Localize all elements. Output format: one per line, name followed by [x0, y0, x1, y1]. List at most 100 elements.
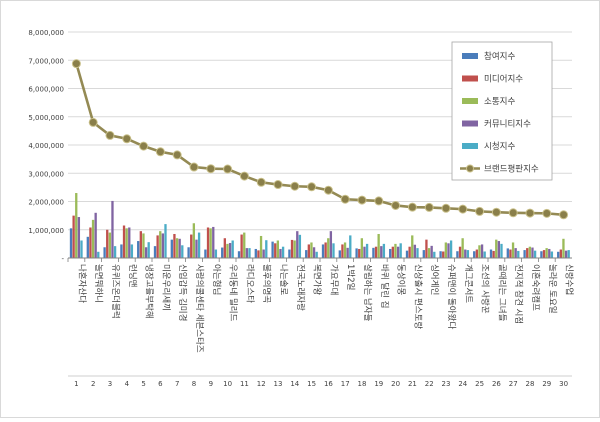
bar	[170, 239, 173, 258]
bar	[523, 250, 526, 258]
y-tick-label: 3,000,000	[28, 170, 64, 178]
category-label: 골때리는 그녀들	[496, 264, 507, 322]
bar	[495, 239, 498, 258]
bar	[399, 243, 402, 258]
line-series	[71, 59, 569, 220]
bar	[517, 250, 520, 258]
bar	[396, 246, 400, 258]
category-label: 살림하는 남자들	[362, 264, 373, 322]
bar	[271, 241, 274, 258]
bar	[243, 232, 246, 258]
category-label: 신입갑득 김미경	[177, 264, 188, 321]
bar	[86, 236, 89, 258]
bar	[237, 251, 241, 258]
bar	[103, 247, 106, 258]
bar	[209, 228, 212, 258]
bar	[178, 238, 181, 258]
bar	[197, 232, 201, 258]
bar	[142, 233, 145, 258]
bar	[372, 247, 375, 258]
category-label: 우리동네 밀리드	[228, 264, 239, 322]
bar	[156, 235, 159, 258]
bar	[442, 251, 445, 258]
bar	[427, 248, 431, 258]
category-label: 동상이몽	[396, 264, 407, 295]
bar	[358, 248, 361, 258]
bar	[464, 249, 467, 258]
bar	[391, 246, 394, 258]
bar	[91, 219, 95, 258]
legend-label: 커뮤니티지수	[484, 119, 531, 130]
x-index-label: 15	[307, 380, 316, 388]
line-point	[239, 171, 249, 181]
bar	[489, 249, 493, 258]
line-point	[391, 200, 401, 210]
bar	[564, 250, 568, 258]
bar	[497, 241, 501, 258]
line-point	[475, 206, 485, 216]
bar	[120, 244, 123, 258]
line-point	[256, 177, 266, 187]
bar	[181, 245, 184, 258]
x-index-label: 7	[175, 380, 179, 388]
bar	[466, 250, 470, 258]
x-index-label: 10	[223, 380, 232, 388]
x-index-label: 1	[74, 380, 78, 388]
bar	[425, 239, 428, 258]
category-label: 복면가왕	[312, 264, 323, 295]
bar	[327, 238, 330, 258]
y-tick-label: 8,000,000	[28, 29, 64, 37]
bar	[298, 234, 302, 258]
bar	[439, 251, 442, 258]
line-point	[323, 185, 333, 195]
bar	[108, 232, 112, 258]
bar	[475, 249, 478, 258]
line-point	[290, 181, 300, 191]
legend-label: 참여지수	[484, 51, 515, 62]
category-label: 전국노래자랑	[295, 264, 306, 311]
bar	[456, 251, 459, 258]
category-label: 불후의명곡	[261, 264, 272, 303]
category-label: 신상출시 편스토랑	[412, 264, 423, 329]
line-point	[71, 59, 81, 69]
x-index-label: 11	[240, 380, 249, 388]
line-point	[407, 202, 417, 212]
category-label: 싱어게인	[429, 264, 440, 295]
bar	[382, 243, 386, 258]
line-point	[374, 196, 384, 206]
line-point	[491, 207, 501, 217]
x-axis: 나혼자산다 1 놀면뭐하니 2 유퀴즈온더블럭 3 런닝맨 4 냉장고를부탁해 5 미운우리새끼 6 신…	[67, 257, 575, 388]
bar	[240, 234, 243, 258]
bar	[164, 224, 167, 258]
bar	[89, 227, 92, 258]
x-index-label: 4	[125, 380, 130, 388]
y-tick-label: 1,000,000	[28, 227, 64, 235]
bar	[430, 245, 433, 258]
bar	[226, 243, 229, 258]
legend-swatch	[462, 120, 478, 127]
x-index-label: 19	[374, 380, 383, 388]
bar	[346, 247, 349, 258]
category-label: 냉장고를부탁해	[144, 264, 155, 319]
x-index-label: 30	[559, 380, 568, 388]
line-point	[155, 147, 165, 157]
bar	[458, 246, 462, 258]
bar	[315, 251, 318, 258]
legend-label: 소통지수	[484, 97, 515, 107]
bar	[514, 248, 517, 258]
bar	[288, 249, 291, 258]
bar	[321, 244, 325, 258]
bar	[122, 225, 126, 258]
bar	[416, 248, 419, 258]
legend-marker	[466, 164, 474, 173]
x-index-label: 9	[209, 380, 213, 388]
bar	[341, 244, 344, 258]
bar	[276, 240, 280, 258]
bar	[228, 243, 232, 258]
bar	[281, 246, 285, 258]
bar	[161, 233, 165, 258]
bar	[221, 247, 224, 258]
bar	[153, 246, 157, 258]
bar	[480, 244, 484, 258]
